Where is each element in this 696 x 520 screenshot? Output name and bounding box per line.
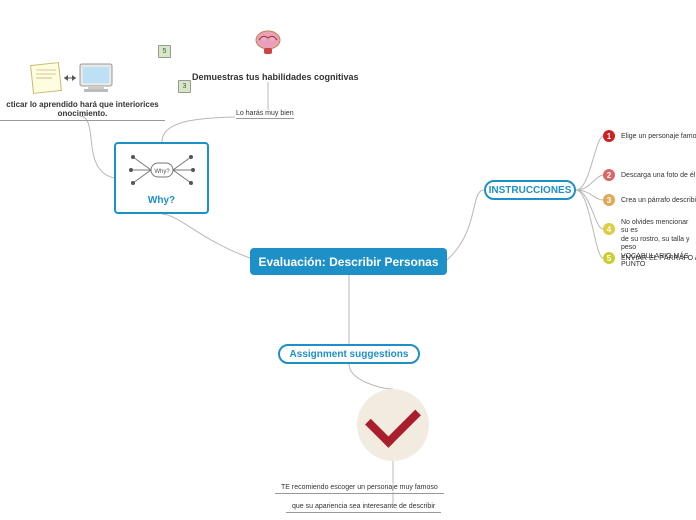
instr-text-2: Descarga una foto de él o e	[621, 172, 696, 179]
instr-text-1: Elige un personaje famoso	[621, 133, 696, 140]
instrucciones-node[interactable]: INSTRUCCIONES	[484, 180, 576, 200]
instr-text-3: Crea un párrafo describiend	[621, 197, 696, 204]
instr-item-2[interactable]: 2 Descarga una foto de él o e	[603, 169, 696, 181]
suggestion-1: TE recomiendo escoger un personaje muy f…	[275, 482, 444, 494]
practice-illustration	[30, 58, 115, 98]
num-badge-4: 4	[603, 223, 615, 235]
instr-item-1[interactable]: 1 Elige un personaje famoso	[603, 130, 696, 142]
assignment-node[interactable]: Assignment suggestions	[278, 344, 420, 364]
central-topic[interactable]: Evaluación: Describir Personas	[250, 248, 447, 275]
central-topic-label: Evaluación: Describir Personas	[258, 255, 438, 269]
num-badge-3: 3	[603, 194, 615, 206]
svg-text:Why?: Why?	[154, 169, 170, 175]
why-label: Why?	[148, 195, 175, 206]
why-illustration: Why?	[122, 150, 201, 190]
note-badge-1[interactable]: 5	[158, 45, 171, 58]
practice-text: cticar lo aprendido hará que interiorice…	[0, 100, 165, 121]
suggestion-2: que su apariencia sea interesante de des…	[286, 501, 441, 513]
note-badge-2[interactable]: 3	[178, 80, 191, 93]
brain-icon	[253, 28, 283, 58]
instr-item-5[interactable]: 5 ENVIAR EL PÁRRAFO AL PR	[603, 252, 696, 264]
cognitive-subtitle: Lo harás muy bien	[236, 110, 294, 119]
instr-item-3[interactable]: 3 Crea un párrafo describiend	[603, 194, 696, 206]
checkmark-icon	[357, 389, 429, 461]
num-badge-5: 5	[603, 252, 615, 264]
assignment-label: Assignment suggestions	[290, 349, 409, 360]
num-badge-2: 2	[603, 169, 615, 181]
cognitive-title: Demuestras tus habilidades cognitivas	[192, 72, 359, 82]
instr-text-5: ENVIAR EL PÁRRAFO AL PR	[621, 255, 696, 262]
num-badge-1: 1	[603, 130, 615, 142]
mindmap-canvas: Evaluación: Describir Personas Why? Why?…	[0, 0, 696, 520]
instrucciones-label: INSTRUCCIONES	[489, 185, 572, 196]
